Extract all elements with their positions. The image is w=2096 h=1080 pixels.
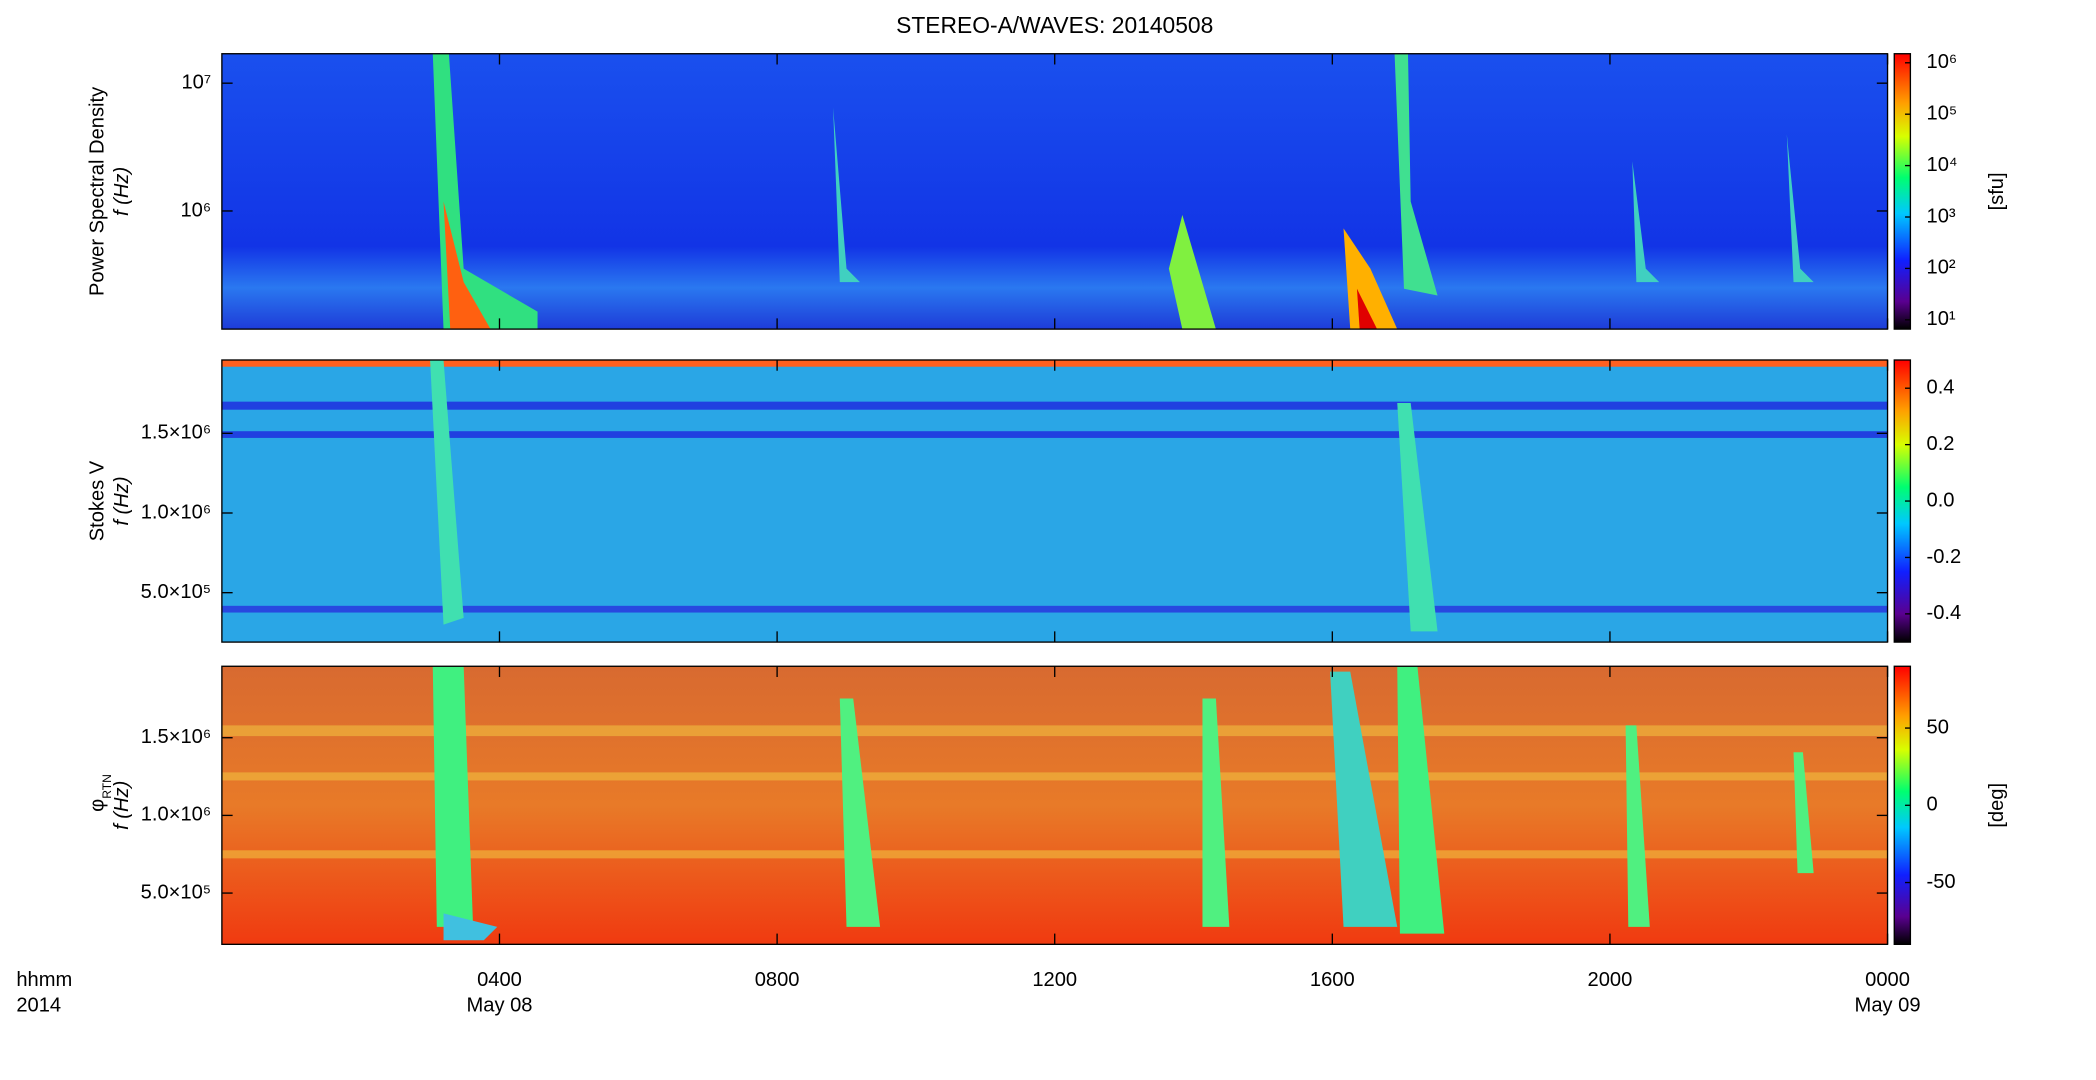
- y-label: f (Hz): [111, 476, 133, 525]
- colorbar-tick-label: 10⁶: [1927, 51, 1958, 73]
- colorbar-tick-label: -0.4: [1927, 602, 1962, 624]
- y-label: Stokes V: [87, 460, 109, 541]
- colorbar-tick-label: -0.2: [1927, 546, 1962, 568]
- colorbar-tick-label: 10³: [1927, 205, 1956, 227]
- y-label: φ: [87, 799, 109, 812]
- colorbar-tick-label: -50: [1927, 871, 1956, 893]
- colorbar-tick-label: 10⁵: [1927, 103, 1958, 125]
- colorbar-tick-label: 0: [1927, 794, 1938, 816]
- colorbar-label-group: [deg]: [1986, 783, 2008, 828]
- colorbar-tick-label: 0.4: [1927, 377, 1955, 399]
- colorbars: [1894, 53, 1911, 945]
- colorbar-tick-label: 10⁴: [1927, 154, 1958, 176]
- y-axis-label: Power Spectral Density f (Hz): [87, 86, 133, 296]
- x-date-label: May 09: [1855, 994, 1921, 1016]
- x-tick-label: 0800: [755, 969, 800, 991]
- y-tick-label: 10⁶: [180, 199, 211, 221]
- x-tick-label: 0400: [477, 969, 522, 991]
- colorbar-tick-label: 10¹: [1927, 308, 1956, 330]
- colorbar-tick-label: 50: [1927, 716, 1949, 738]
- y-tick-label: 1.0×10⁶: [141, 804, 211, 826]
- x-tick-label: 0000: [1865, 969, 1910, 991]
- spectrogram-2: [221, 360, 1888, 643]
- x-date-label: May 08: [466, 994, 532, 1016]
- colorbar-tick-label: 0.2: [1927, 433, 1955, 455]
- colorbar-tick-label: 10²: [1927, 257, 1956, 279]
- spectrogram-1: [221, 53, 1888, 330]
- y-tick-label: 5.0×10⁵: [141, 881, 211, 903]
- x-axis-label: 2014: [16, 994, 61, 1016]
- y-tick-label: 5.0×10⁵: [141, 581, 211, 603]
- chart-title: STEREO-A/WAVES: 20140508: [896, 12, 1213, 38]
- colorbar-tick-label: 0.0: [1927, 489, 1955, 511]
- y-tick-label: 10⁷: [181, 71, 211, 93]
- y-tick-label: 1.5×10⁶: [141, 422, 211, 444]
- x-tick-label: 2000: [1588, 969, 1633, 991]
- y-label: Power Spectral Density: [87, 86, 109, 296]
- x-tick-label: 1600: [1310, 969, 1355, 991]
- y-label: f (Hz): [111, 167, 133, 216]
- colorbar-label: [deg]: [1986, 783, 2008, 828]
- y-label-subscript: RTN: [100, 774, 114, 799]
- colorbar-frame: [1893, 53, 1912, 330]
- colorbar-label-group: [sfu]: [1986, 172, 2008, 210]
- y-tick-label: 1.0×10⁶: [141, 501, 211, 523]
- y-tick-label: 1.5×10⁶: [141, 726, 211, 748]
- x-axis-label: hhmm: [16, 969, 72, 991]
- colorbar-label: [sfu]: [1986, 172, 2008, 210]
- spectrogram-3: [221, 666, 1888, 945]
- x-tick-label: 1200: [1032, 969, 1077, 991]
- y-label: f (Hz): [111, 781, 133, 830]
